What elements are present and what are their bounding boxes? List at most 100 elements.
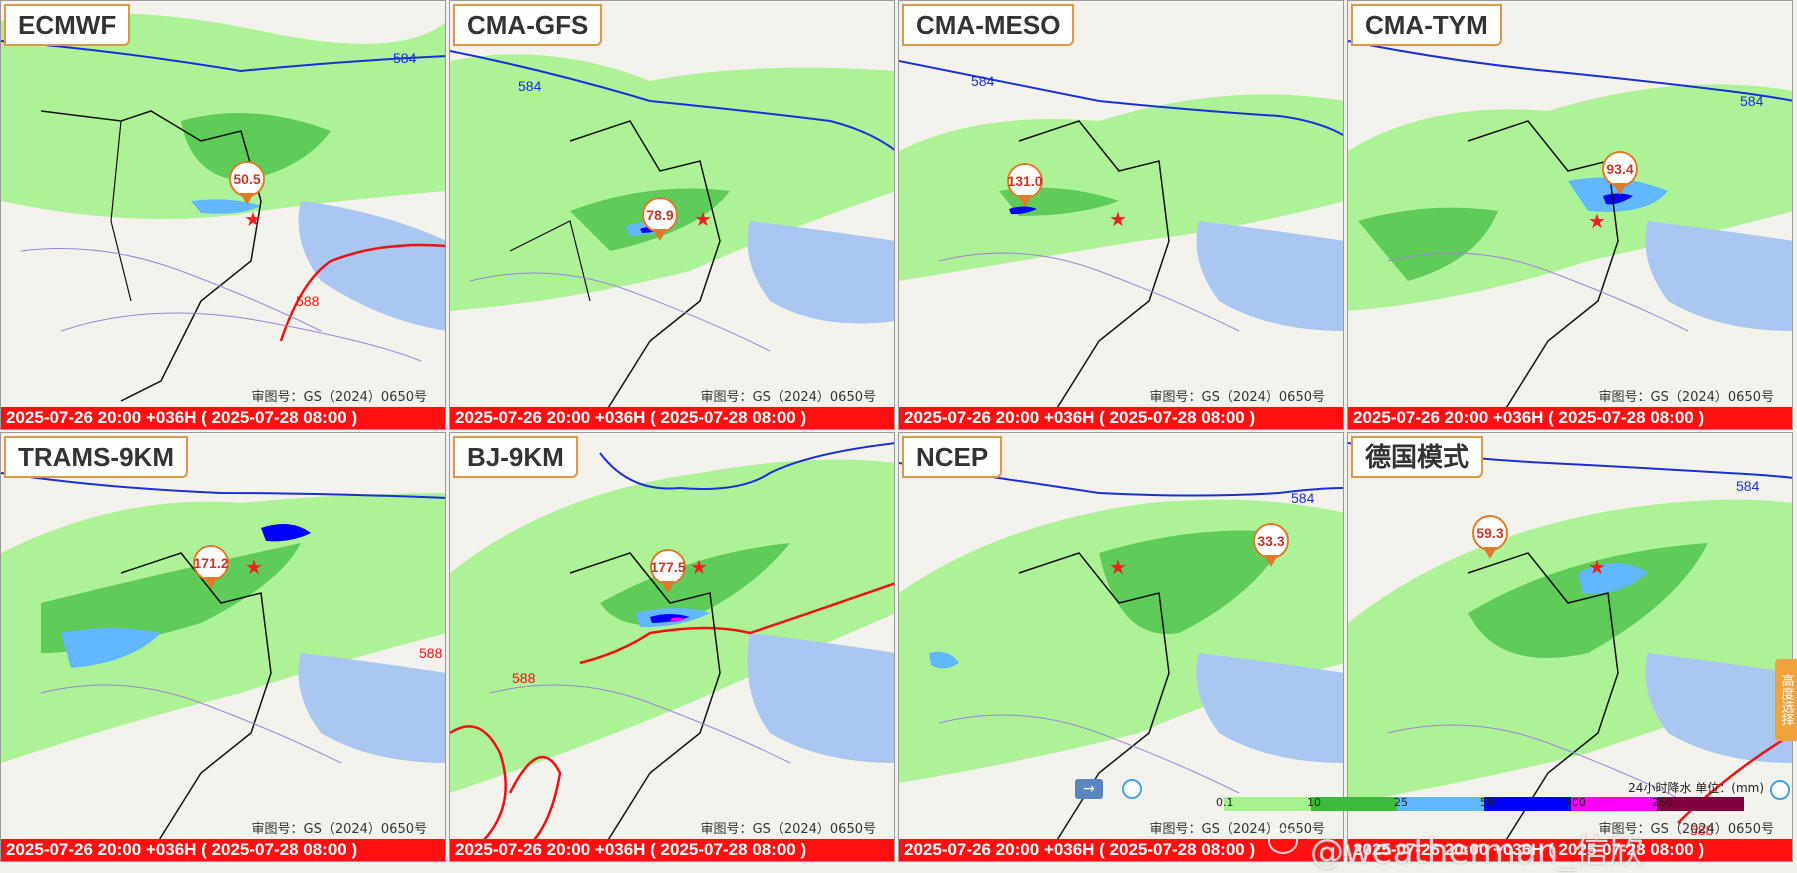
max-precip-value: 131.0 [1007,163,1043,199]
legend-swatch [1397,797,1485,811]
map-trams-9km: 584 588 [1,433,445,861]
play-toggle-button[interactable] [1122,779,1142,799]
model-title: CMA-MESO [902,4,1075,46]
marker-tip [661,581,675,593]
panel-cma-gfs[interactable]: 584 CMA-GFS 78.9 ★ 审图号：GS（2024）0650号 202… [449,0,895,430]
panel-ncep[interactable]: 584 NCEP 33.3 ★ 审图号：GS（2024）0650号 2025-0… [898,432,1344,862]
beijing-star-icon: ★ [1109,555,1127,579]
panel-ecmwf[interactable]: 584 588 ECMWF 50.5 ★ 审图号：GS（2024）0650号 2… [0,0,446,430]
legend-tick: 0.1 [1216,796,1234,809]
marker-tip [1264,555,1278,567]
beijing-star-icon: ★ [1588,209,1606,233]
max-precip-value: 177.5 [650,549,686,585]
beijing-star-icon: ★ [1588,555,1606,579]
panel-trams-9km[interactable]: 584 588 TRAMS-9KM 171.2 ★ 审图号：GS（2024）06… [0,432,446,862]
map-review-number: 审图号：GS（2024）0650号 [1149,390,1326,405]
map-review-number: 审图号：GS（2024）0650号 [1598,390,1775,405]
watermark: @weatherman_信欣 [1310,832,1644,872]
max-precip-value: 78.9 [642,197,678,233]
legend-tick: 50 [1480,796,1494,809]
precip-legend: 24小时降水 单位：(mm) 0.1 10 25 50 100 250 [1210,781,1780,817]
contour-label-584: 584 [393,50,417,66]
model-title: CMA-TYM [1351,4,1502,46]
map-ecmwf: 584 588 [1,1,445,429]
legend-swatch [1657,797,1745,811]
model-title: BJ-9KM [453,436,578,478]
forecast-time-bar: 2025-07-26 20:00 +036H ( 2025-07-28 08:0… [899,839,1343,861]
beijing-star-icon: ★ [694,207,712,231]
pan-arrow-button[interactable]: → [1075,779,1103,799]
panel-dwd[interactable]: 584 588 德国模式 59.3 ★ 审图号：GS（2024）0650号 20… [1347,432,1793,862]
map-cma-meso: 584 [899,1,1343,429]
contour-label-588: 588 [512,670,536,686]
max-precip-marker[interactable]: 93.4 [1602,151,1642,199]
legend-tick: 10 [1307,796,1321,809]
contour-label-584: 584 [518,78,542,94]
contour-label-588: 588 [296,293,320,309]
panel-cma-meso[interactable]: 584 CMA-MESO 131.0 ★ 审图号：GS（2024）0650号 2… [898,0,1344,430]
legend-colorbar [1224,797,1745,811]
legend-tick: 25 [1394,796,1408,809]
map-bj-9km: 588 [450,433,894,861]
map-cma-tym: 584 [1348,1,1792,429]
legend-title: 24小时降水 单位：(mm) [1628,781,1764,795]
map-review-number: 审图号：GS（2024）0650号 [1598,822,1775,837]
model-title: TRAMS-9KM [4,436,188,478]
map-review-number: 审图号：GS（2024）0650号 [700,822,877,837]
map-review-number: 审图号：GS（2024）0650号 [251,822,428,837]
map-review-number: 审图号：GS（2024）0650号 [700,390,877,405]
max-precip-value: 93.4 [1602,151,1638,187]
max-precip-value: 171.2 [193,545,229,581]
contour-label-584: 584 [1736,478,1760,494]
marker-tip [204,577,218,589]
legend-swatch [1310,797,1398,811]
contour-label-584: 584 [1291,490,1315,506]
marker-tip [240,193,254,205]
model-title: NCEP [902,436,1003,478]
forecast-time-bar: 2025-07-26 20:00 +036H ( 2025-07-28 08:0… [899,407,1343,429]
panel-cma-tym[interactable]: 584 CMA-TYM 93.4 ★ 审图号：GS（2024）0650号 202… [1347,0,1793,430]
marker-tip [1018,195,1032,207]
beijing-star-icon: ★ [690,555,708,579]
weibo-logo-icon [1268,828,1298,854]
panel-bj-9km[interactable]: 588 BJ-9KM 177.5 ★ 审图号：GS（2024）0650号 202… [449,432,895,862]
beijing-star-icon: ★ [245,555,263,579]
legend-tick: 100 [1565,796,1586,809]
max-precip-marker[interactable]: 33.3 [1253,523,1293,571]
contour-label-584: 584 [971,73,995,89]
legend-swatch [1484,797,1571,811]
map-review-number: 审图号：GS（2024）0650号 [251,390,428,405]
max-precip-marker[interactable]: 131.0 [1007,163,1047,211]
max-precip-marker[interactable]: 171.2 [193,545,233,593]
forecast-time-bar: 2025-07-26 20:00 +036H ( 2025-07-28 08:0… [450,839,894,861]
max-precip-marker[interactable]: 59.3 [1472,515,1512,563]
max-precip-marker[interactable]: 78.9 [642,197,682,245]
max-precip-marker[interactable]: 50.5 [229,161,269,209]
beijing-star-icon: ★ [244,207,262,231]
opacity-slider-knob[interactable] [1770,780,1790,800]
max-precip-value: 33.3 [1253,523,1289,559]
marker-tip [1483,547,1497,559]
map-review-number: 审图号：GS（2024）0650号 [1149,822,1326,837]
max-precip-value: 50.5 [229,161,265,197]
beijing-star-icon: ★ [1109,207,1127,231]
contour-label-588: 588 [1690,822,1714,838]
marker-tip [1613,183,1627,195]
forecast-time-bar: 2025-07-26 20:00 +036H ( 2025-07-28 08:0… [1,407,445,429]
max-precip-marker[interactable]: 177.5 [650,549,690,597]
forecast-time-bar: 2025-07-26 20:00 +036H ( 2025-07-28 08:0… [1348,407,1792,429]
model-title: 德国模式 [1351,436,1484,478]
forecast-time-bar: 2025-07-26 20:00 +036H ( 2025-07-28 08:0… [1,839,445,861]
forecast-time-bar: 2025-07-26 20:00 +036H ( 2025-07-28 08:0… [1348,839,1792,861]
map-dwd: 584 588 [1348,433,1792,861]
marker-tip [653,229,667,241]
model-title: ECMWF [4,4,131,46]
model-title: CMA-GFS [453,4,603,46]
height-select-tab[interactable]: 高度选择 [1775,659,1797,741]
legend-swatch [1570,797,1658,811]
max-precip-value: 59.3 [1472,515,1508,551]
legend-swatch [1224,797,1311,811]
forecast-time-bar: 2025-07-26 20:00 +036H ( 2025-07-28 08:0… [450,407,894,429]
map-ncep: 584 [899,433,1343,861]
